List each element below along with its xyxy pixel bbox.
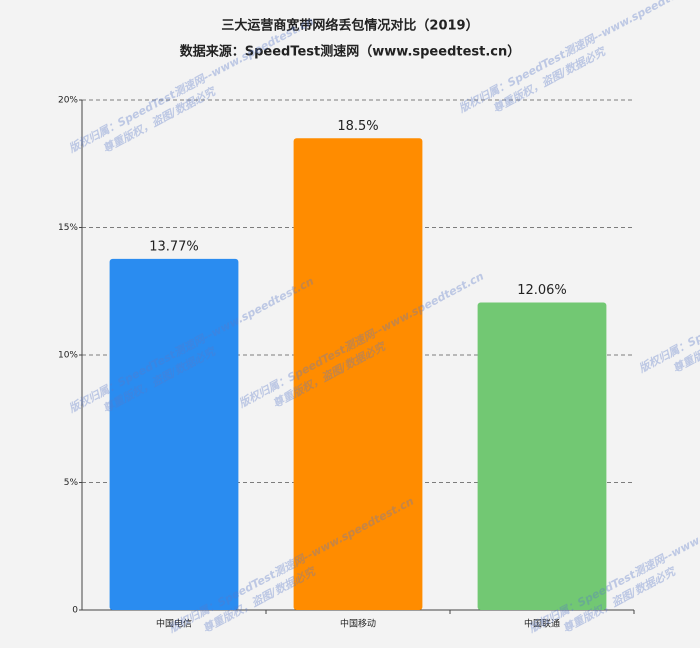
y-tick-label: 5%	[64, 478, 79, 488]
x-tick-label: 中国电信	[156, 618, 192, 630]
value-label: 18.5%	[337, 119, 378, 134]
y-tick-label: 0	[72, 606, 78, 616]
x-tick-label: 中国移动	[340, 618, 376, 630]
bar	[293, 138, 423, 610]
chart-subtitle: 数据来源：SpeedTest测速网（www.speedtest.cn）	[180, 44, 521, 60]
bar	[109, 258, 239, 610]
y-tick-label: 20%	[58, 96, 78, 106]
value-label: 13.77%	[149, 239, 199, 254]
y-tick-label: 10%	[58, 351, 78, 361]
bar	[477, 302, 607, 610]
chart-title: 三大运营商宽带网络丢包情况对比（2019）	[221, 18, 478, 34]
y-tick-label: 15%	[58, 223, 78, 233]
value-label: 12.06%	[517, 283, 567, 298]
x-tick-label: 中国联通	[524, 618, 560, 630]
